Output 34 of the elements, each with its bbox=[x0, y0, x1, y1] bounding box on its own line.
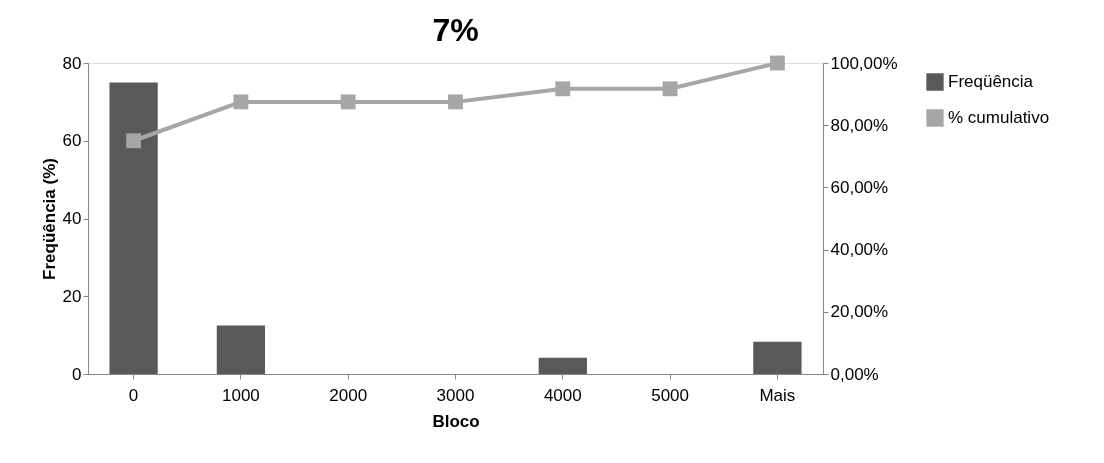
legend-label: Freqüência bbox=[948, 72, 1034, 91]
y2-tick-label: 0,00% bbox=[830, 364, 879, 384]
y-tick-label: 20 bbox=[62, 286, 82, 306]
point bbox=[769, 55, 785, 71]
y2-tick-label: 100,00% bbox=[830, 53, 898, 73]
x-tick-label: 2000 bbox=[329, 385, 368, 405]
x-tick-label: 5000 bbox=[651, 385, 690, 405]
y2-tick-label: 60,00% bbox=[830, 177, 889, 197]
y-axis-title: Freqüência (%) bbox=[39, 158, 59, 280]
bar bbox=[216, 325, 266, 374]
x-axis-title: Bloco bbox=[432, 411, 480, 431]
y2-tick-label: 40,00% bbox=[830, 240, 889, 260]
x-tick-label: 1000 bbox=[221, 385, 260, 405]
y-tick-label: 0 bbox=[72, 364, 82, 384]
point bbox=[340, 94, 356, 110]
x-tick-label: Mais bbox=[759, 385, 796, 405]
x-tick-label: 3000 bbox=[436, 385, 475, 405]
point bbox=[126, 133, 142, 149]
bar bbox=[753, 341, 802, 374]
x-tick-label: 0 bbox=[128, 385, 139, 405]
y-tick-label: 80 bbox=[62, 53, 82, 73]
point bbox=[448, 94, 463, 110]
point bbox=[662, 81, 678, 97]
y-tick-label: 40 bbox=[62, 209, 82, 228]
bar bbox=[109, 82, 158, 374]
y2-tick-label: 80,00% bbox=[830, 115, 889, 135]
x-tick-label: 4000 bbox=[543, 385, 582, 405]
chart-title: 7% bbox=[432, 12, 479, 48]
legend-label: % cumulativo bbox=[948, 108, 1050, 127]
point bbox=[555, 81, 571, 97]
y-tick-label: 60 bbox=[62, 131, 82, 151]
bar bbox=[538, 357, 587, 374]
y2-tick-label: 20,00% bbox=[830, 302, 889, 322]
point bbox=[233, 94, 249, 110]
